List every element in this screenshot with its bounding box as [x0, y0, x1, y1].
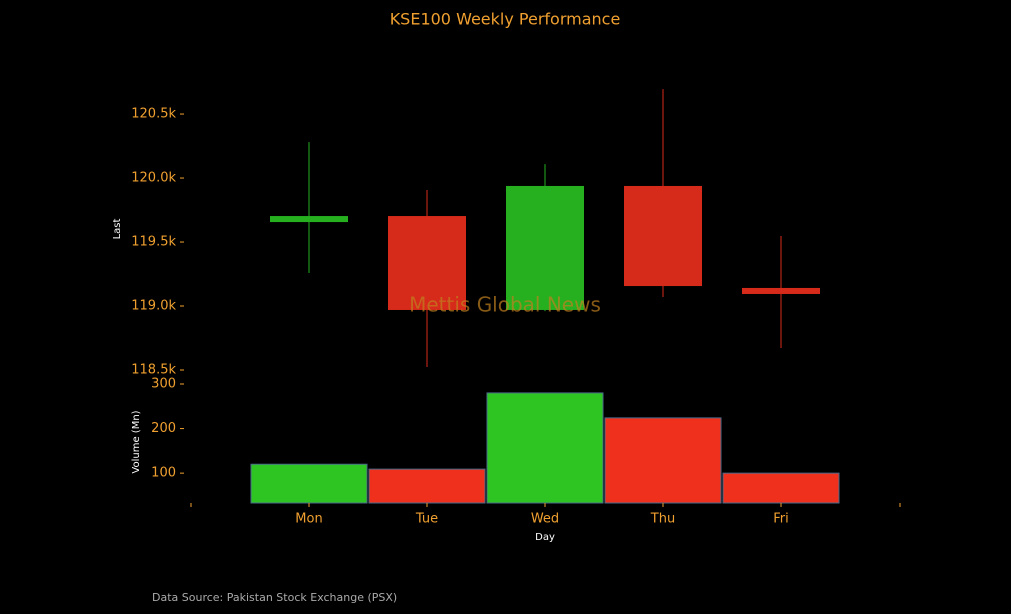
source-note: Data Source: Pakistan Stock Exchange (PS…: [152, 591, 397, 604]
y-tick-label: 120.0k: [131, 171, 176, 186]
y-tick-label: 120.5k: [131, 107, 176, 122]
y-tick-label: 118.5k: [131, 363, 176, 378]
volume-bar: [368, 468, 486, 504]
y-axis-label: Last: [112, 219, 123, 240]
candle-body: [506, 185, 584, 310]
x-tick-label: Tue: [415, 512, 438, 527]
y-axis-label: Volume (Mn): [131, 410, 142, 473]
watermark: Mettis Global News: [409, 293, 601, 317]
x-axis-label: Day: [535, 532, 555, 543]
y-tick-label: 100: [151, 466, 176, 481]
candle-body: [388, 216, 466, 310]
volume-bar: [486, 392, 604, 504]
volume-bar: [722, 472, 840, 504]
candle-body: [624, 185, 702, 287]
y-tick-label: 119.0k: [131, 299, 176, 314]
x-tick-label: Thu: [650, 512, 675, 527]
x-tick-label: Fri: [773, 512, 789, 527]
x-tick-label: Wed: [531, 512, 559, 527]
volume-bar: [250, 463, 368, 504]
chart-title: KSE100 Weekly Performance: [390, 10, 621, 29]
volume-bar: [604, 417, 722, 504]
y-tick-label: 200: [151, 421, 176, 436]
candle-body: [270, 216, 348, 223]
y-tick-label: 119.5k: [131, 235, 176, 250]
candle-body: [742, 287, 820, 294]
x-tick-label: Mon: [295, 512, 322, 527]
y-tick-label: 300: [151, 377, 176, 392]
